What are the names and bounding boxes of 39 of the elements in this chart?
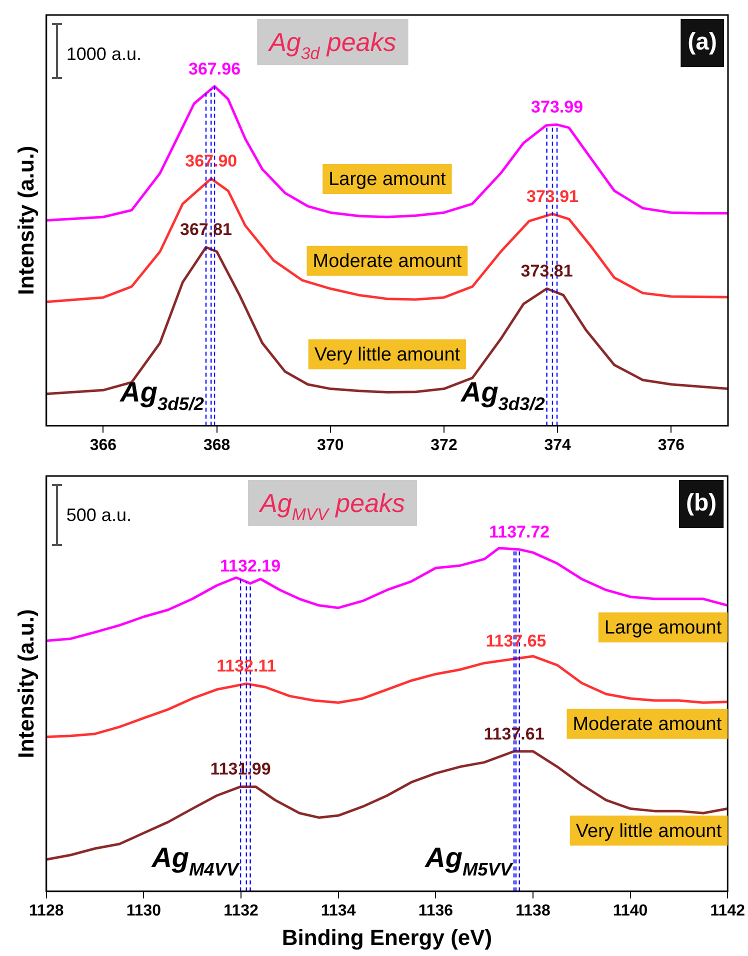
- x-tick-label: 368: [203, 436, 230, 454]
- series-label: Large amount: [604, 618, 722, 639]
- annotation: 1132.19: [220, 556, 281, 576]
- text: 500 a.u.: [66, 505, 132, 525]
- annotation: 367.90: [185, 152, 238, 171]
- x-tick-label: 1138: [516, 902, 550, 920]
- annotation: 1137.61: [484, 724, 544, 744]
- x-tick-label: 1132: [224, 902, 258, 920]
- annotation: 1132.11: [216, 656, 276, 676]
- text: (a): [688, 28, 718, 56]
- x-tick-label: 1142: [710, 902, 746, 920]
- series-label: Very little amount: [576, 820, 722, 842]
- y-axis-title: Intensity (a.u.): [13, 146, 38, 295]
- annotation: 373.91: [526, 186, 578, 206]
- x-tick-label: 1128: [29, 902, 64, 920]
- series-label: Moderate amount: [312, 251, 462, 272]
- annotation: 373.81: [520, 262, 573, 281]
- series-label: Moderate amount: [572, 714, 722, 736]
- x-tick-label: 1130: [126, 902, 162, 920]
- x-tick-label: 1136: [418, 902, 454, 920]
- x-tick-label: 366: [90, 436, 117, 454]
- x-axis-title: Binding Energy (eV): [282, 924, 492, 950]
- annotation: 367.81: [180, 220, 232, 240]
- annotation: 1137.65: [486, 632, 546, 651]
- annotation: 373.99: [531, 98, 584, 117]
- annotation: 367.96: [188, 59, 241, 78]
- x-tick-label: 376: [658, 436, 685, 454]
- x-tick-label: 1140: [612, 902, 648, 920]
- x-tick-label: 374: [544, 436, 572, 454]
- annotation: 1131.99: [210, 760, 271, 779]
- text: 1000 a.u.: [66, 44, 142, 64]
- y-axis-title: Intensity (a.u.): [13, 609, 38, 758]
- series-label: Very little amount: [314, 344, 461, 366]
- x-tick-label: 1134: [321, 902, 356, 920]
- text: (b): [686, 490, 717, 517]
- series-label: Large amount: [328, 169, 447, 190]
- annotation: 1137.72: [489, 522, 550, 542]
- x-tick-label: 372: [430, 436, 458, 454]
- x-tick-label: 370: [317, 436, 344, 454]
